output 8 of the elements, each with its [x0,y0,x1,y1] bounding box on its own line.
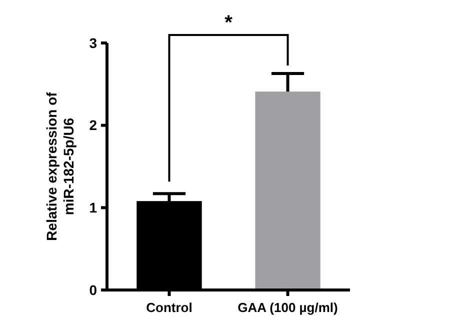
y-axis-title: Relative expression of miR-182-5p/U6 [44,92,76,241]
y-tick-label: 3 [89,34,98,51]
y-tick-label: 2 [89,117,98,134]
x-tick-label: Control [146,300,192,315]
x-tick-label: GAA (100 µg/ml) [238,300,338,315]
text: * [224,12,233,34]
y-tick-label: 1 [89,200,98,216]
y-tick-label: 0 [89,282,98,298]
